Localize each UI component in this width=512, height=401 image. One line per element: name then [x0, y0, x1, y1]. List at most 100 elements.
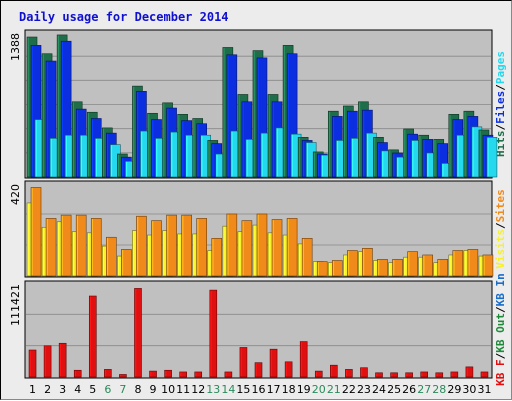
bar-sites-day-14-highlight — [227, 214, 229, 276]
x-tick-day-23: 23 — [357, 383, 371, 396]
legend-entry: / — [494, 124, 507, 131]
bar-hits-day-21-highlight — [328, 111, 331, 177]
x-tick-day-2: 2 — [44, 383, 51, 396]
bar-kb-f-day-15-highlight — [240, 348, 242, 377]
bar-pages-day-30-highlight — [472, 127, 474, 177]
bar-kb-f-day-31 — [480, 371, 489, 378]
bar-files-day-12-highlight — [197, 124, 199, 177]
x-tick-day-15: 15 — [236, 383, 250, 396]
bar-sites-day-25-body — [392, 259, 403, 277]
bar-sites-day-27 — [422, 254, 433, 277]
bar-kb-f-day-18 — [284, 361, 293, 378]
bar-sites-day-20-highlight — [317, 262, 320, 276]
bar-sites-day-1 — [30, 187, 42, 277]
bar-sites-day-20-body — [316, 261, 328, 277]
bar-kb-f-day-14-highlight — [225, 372, 227, 377]
bar-sites-day-8-body — [136, 215, 147, 277]
bar-sites-day-19-highlight — [302, 238, 304, 276]
x-tick-day-12: 12 — [191, 383, 205, 396]
bar-hits-day-1-highlight — [27, 37, 29, 177]
x-tick-day-20: 20 — [312, 383, 326, 396]
legend-entry: / — [494, 222, 507, 229]
bar-files-day-17-highlight — [272, 102, 274, 177]
bar-kb-f-day-25-body — [390, 372, 398, 378]
bar-kb-f-day-30 — [465, 366, 474, 378]
x-tick-day-26: 26 — [402, 383, 416, 396]
bar-pages-day-8-highlight — [141, 131, 143, 177]
bar-visits-day-8-highlight — [133, 231, 135, 276]
bar-visits-day-25-highlight — [389, 263, 391, 276]
bar-files-day-28-highlight — [438, 144, 440, 177]
x-tick-day-18: 18 — [282, 383, 296, 396]
bar-pages-day-31-highlight — [487, 137, 489, 177]
bar-sites-day-13 — [211, 238, 223, 277]
bar-kb-f-day-27 — [420, 371, 429, 378]
bar-kb-f-day-14 — [224, 371, 233, 378]
bar-sites-day-16-highlight — [257, 214, 259, 276]
bar-pages-day-11-highlight — [186, 135, 188, 177]
x-tick-day-28: 28 — [432, 383, 446, 396]
bar-kb-f-day-25-highlight — [391, 373, 393, 377]
bar-visits-day-14-highlight — [223, 226, 225, 276]
bar-hits-day-3-highlight — [57, 35, 59, 177]
bar-sites-day-27-highlight — [423, 255, 425, 276]
bar-sites-day-15 — [241, 220, 253, 277]
legend-entry: KB Out — [494, 313, 507, 353]
bar-visits-day-12-highlight — [193, 234, 195, 276]
bar-files-day-7-highlight — [121, 157, 124, 177]
y-max-label: 111421 — [9, 284, 22, 326]
bar-files-day-4-highlight — [76, 109, 78, 177]
chart-title: Daily usage for December 2014 — [19, 10, 229, 24]
bar-visits-day-21-highlight — [328, 263, 331, 276]
bar-hits-day-16-highlight — [253, 51, 255, 177]
bar-sites-day-23-highlight — [363, 248, 365, 276]
bar-sites-day-2-highlight — [46, 219, 48, 276]
bar-hits-day-11-highlight — [178, 114, 180, 177]
bar-pages-day-2-highlight — [50, 138, 52, 177]
bar-files-day-8-highlight — [137, 91, 139, 177]
bar-files-day-18-highlight — [287, 54, 289, 177]
bar-kb-f-day-22 — [345, 369, 353, 378]
bar-sites-day-22-highlight — [347, 251, 350, 276]
bar-kb-f-day-23 — [360, 367, 368, 378]
bar-kb-f-day-26-body — [405, 372, 413, 378]
bar-kb-f-day-3-highlight — [59, 343, 61, 377]
bar-sites-day-18 — [286, 218, 298, 277]
bar-kb-f-day-19-body — [299, 341, 308, 378]
x-tick-day-13: 13 — [206, 383, 220, 396]
bar-files-day-9-highlight — [152, 120, 154, 177]
bar-kb-f-day-6 — [104, 369, 112, 378]
bar-sites-day-3 — [60, 214, 72, 277]
bar-pages-day-31 — [486, 137, 498, 178]
bar-sites-day-24 — [377, 259, 388, 277]
bar-hits-day-13-highlight — [208, 141, 210, 177]
bar-sites-day-18-body — [286, 218, 298, 277]
bar-kb-f-day-1 — [28, 349, 37, 378]
bar-sites-day-29-body — [452, 250, 464, 277]
bar-sites-day-10-highlight — [167, 215, 169, 276]
bar-pages-day-21-highlight — [336, 141, 339, 177]
bar-kb-f-day-10-body — [164, 369, 172, 378]
bar-kb-f-day-8 — [134, 288, 142, 378]
bar-sites-day-17-highlight — [272, 220, 274, 276]
legend-entry: Files — [494, 91, 507, 124]
bar-kb-f-day-8-highlight — [135, 289, 137, 377]
bar-kb-f-day-2-highlight — [44, 346, 46, 377]
bar-sites-day-1-body — [30, 187, 42, 277]
bar-hits-day-23-highlight — [359, 102, 361, 177]
x-tick-day-25: 25 — [387, 383, 401, 396]
bar-hits-day-24-highlight — [374, 137, 376, 177]
bar-kb-f-day-7 — [119, 374, 127, 378]
bar-kb-f-day-9-body — [149, 370, 157, 378]
bar-kb-f-day-24-body — [375, 372, 383, 378]
panel-background — [24, 280, 493, 379]
bar-kb-f-day-2 — [43, 345, 52, 378]
bar-sites-day-4-body — [75, 214, 87, 277]
bar-pages-day-27-highlight — [427, 153, 429, 177]
bar-visits-day-13-highlight — [208, 251, 210, 276]
legend-entry: Hits — [494, 131, 507, 158]
bar-sites-day-9-body — [151, 220, 162, 277]
bar-kb-f-day-13 — [209, 289, 218, 378]
bar-hits-day-8-highlight — [133, 86, 135, 177]
